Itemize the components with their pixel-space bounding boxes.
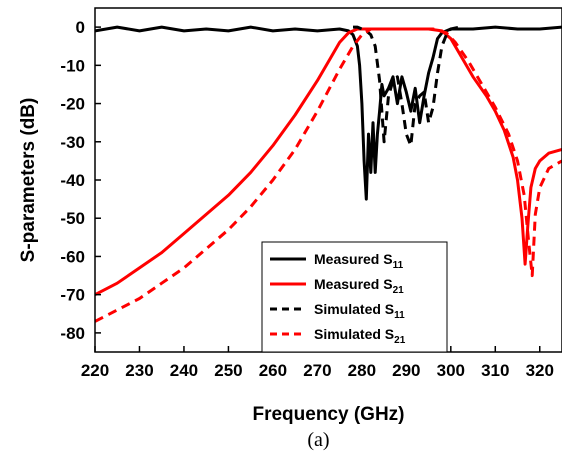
legend-label-subscript: 21 <box>393 285 405 296</box>
legend-label: Simulated S21 <box>314 326 406 346</box>
y-tick-label: -20 <box>60 95 85 114</box>
x-tick-label: 300 <box>437 361 465 380</box>
legend-label: Simulated S11 <box>314 301 405 321</box>
legend-label: Measured S11 <box>314 251 404 271</box>
x-tick-label: 320 <box>526 361 554 380</box>
x-tick-label: 220 <box>81 361 109 380</box>
y-tick-label: 0 <box>76 18 85 37</box>
y-tick-label: -10 <box>60 56 85 75</box>
legend-label-subscript: 11 <box>394 310 405 321</box>
series-line-4 <box>95 27 562 323</box>
x-tick-label: 240 <box>170 361 198 380</box>
series-layer <box>95 25 562 323</box>
x-tick-label: 280 <box>348 361 376 380</box>
figure-caption: (a) <box>307 429 329 451</box>
x-tick-label: 230 <box>125 361 153 380</box>
y-tick-label: -40 <box>60 171 85 190</box>
legend-label-name: Measured S <box>314 276 393 292</box>
x-tick-label: 260 <box>259 361 287 380</box>
legend-label-name: Simulated S <box>314 301 394 317</box>
legend-label-name: Measured S <box>314 251 393 267</box>
legend-label-subscript: 11 <box>393 260 404 271</box>
legend-label-subscript: 21 <box>394 335 406 346</box>
series-line-1 <box>95 25 562 201</box>
y-tick-label: -70 <box>60 286 85 305</box>
y-tick-label: -50 <box>60 209 85 228</box>
x-tick-label: 270 <box>303 361 331 380</box>
y-tick-label: -80 <box>60 324 85 343</box>
ticks-layer: 220 230 240 250 260 270 280 290 300 310 320 0 -10 -20… <box>60 18 554 380</box>
legend-label-name: Simulated S <box>314 326 394 342</box>
legend-label: Measured S21 <box>314 276 404 296</box>
x-tick-label: 290 <box>392 361 420 380</box>
x-tick-label: 250 <box>214 361 242 380</box>
x-tick-label: 310 <box>481 361 509 380</box>
y-tick-label: -60 <box>60 247 85 266</box>
x-axis-title: Frequency (GHz) <box>252 404 404 425</box>
y-tick-label: -30 <box>60 133 85 152</box>
series-line-3 <box>353 25 461 148</box>
y-axis-title: S-parameters (dB) <box>18 98 39 263</box>
